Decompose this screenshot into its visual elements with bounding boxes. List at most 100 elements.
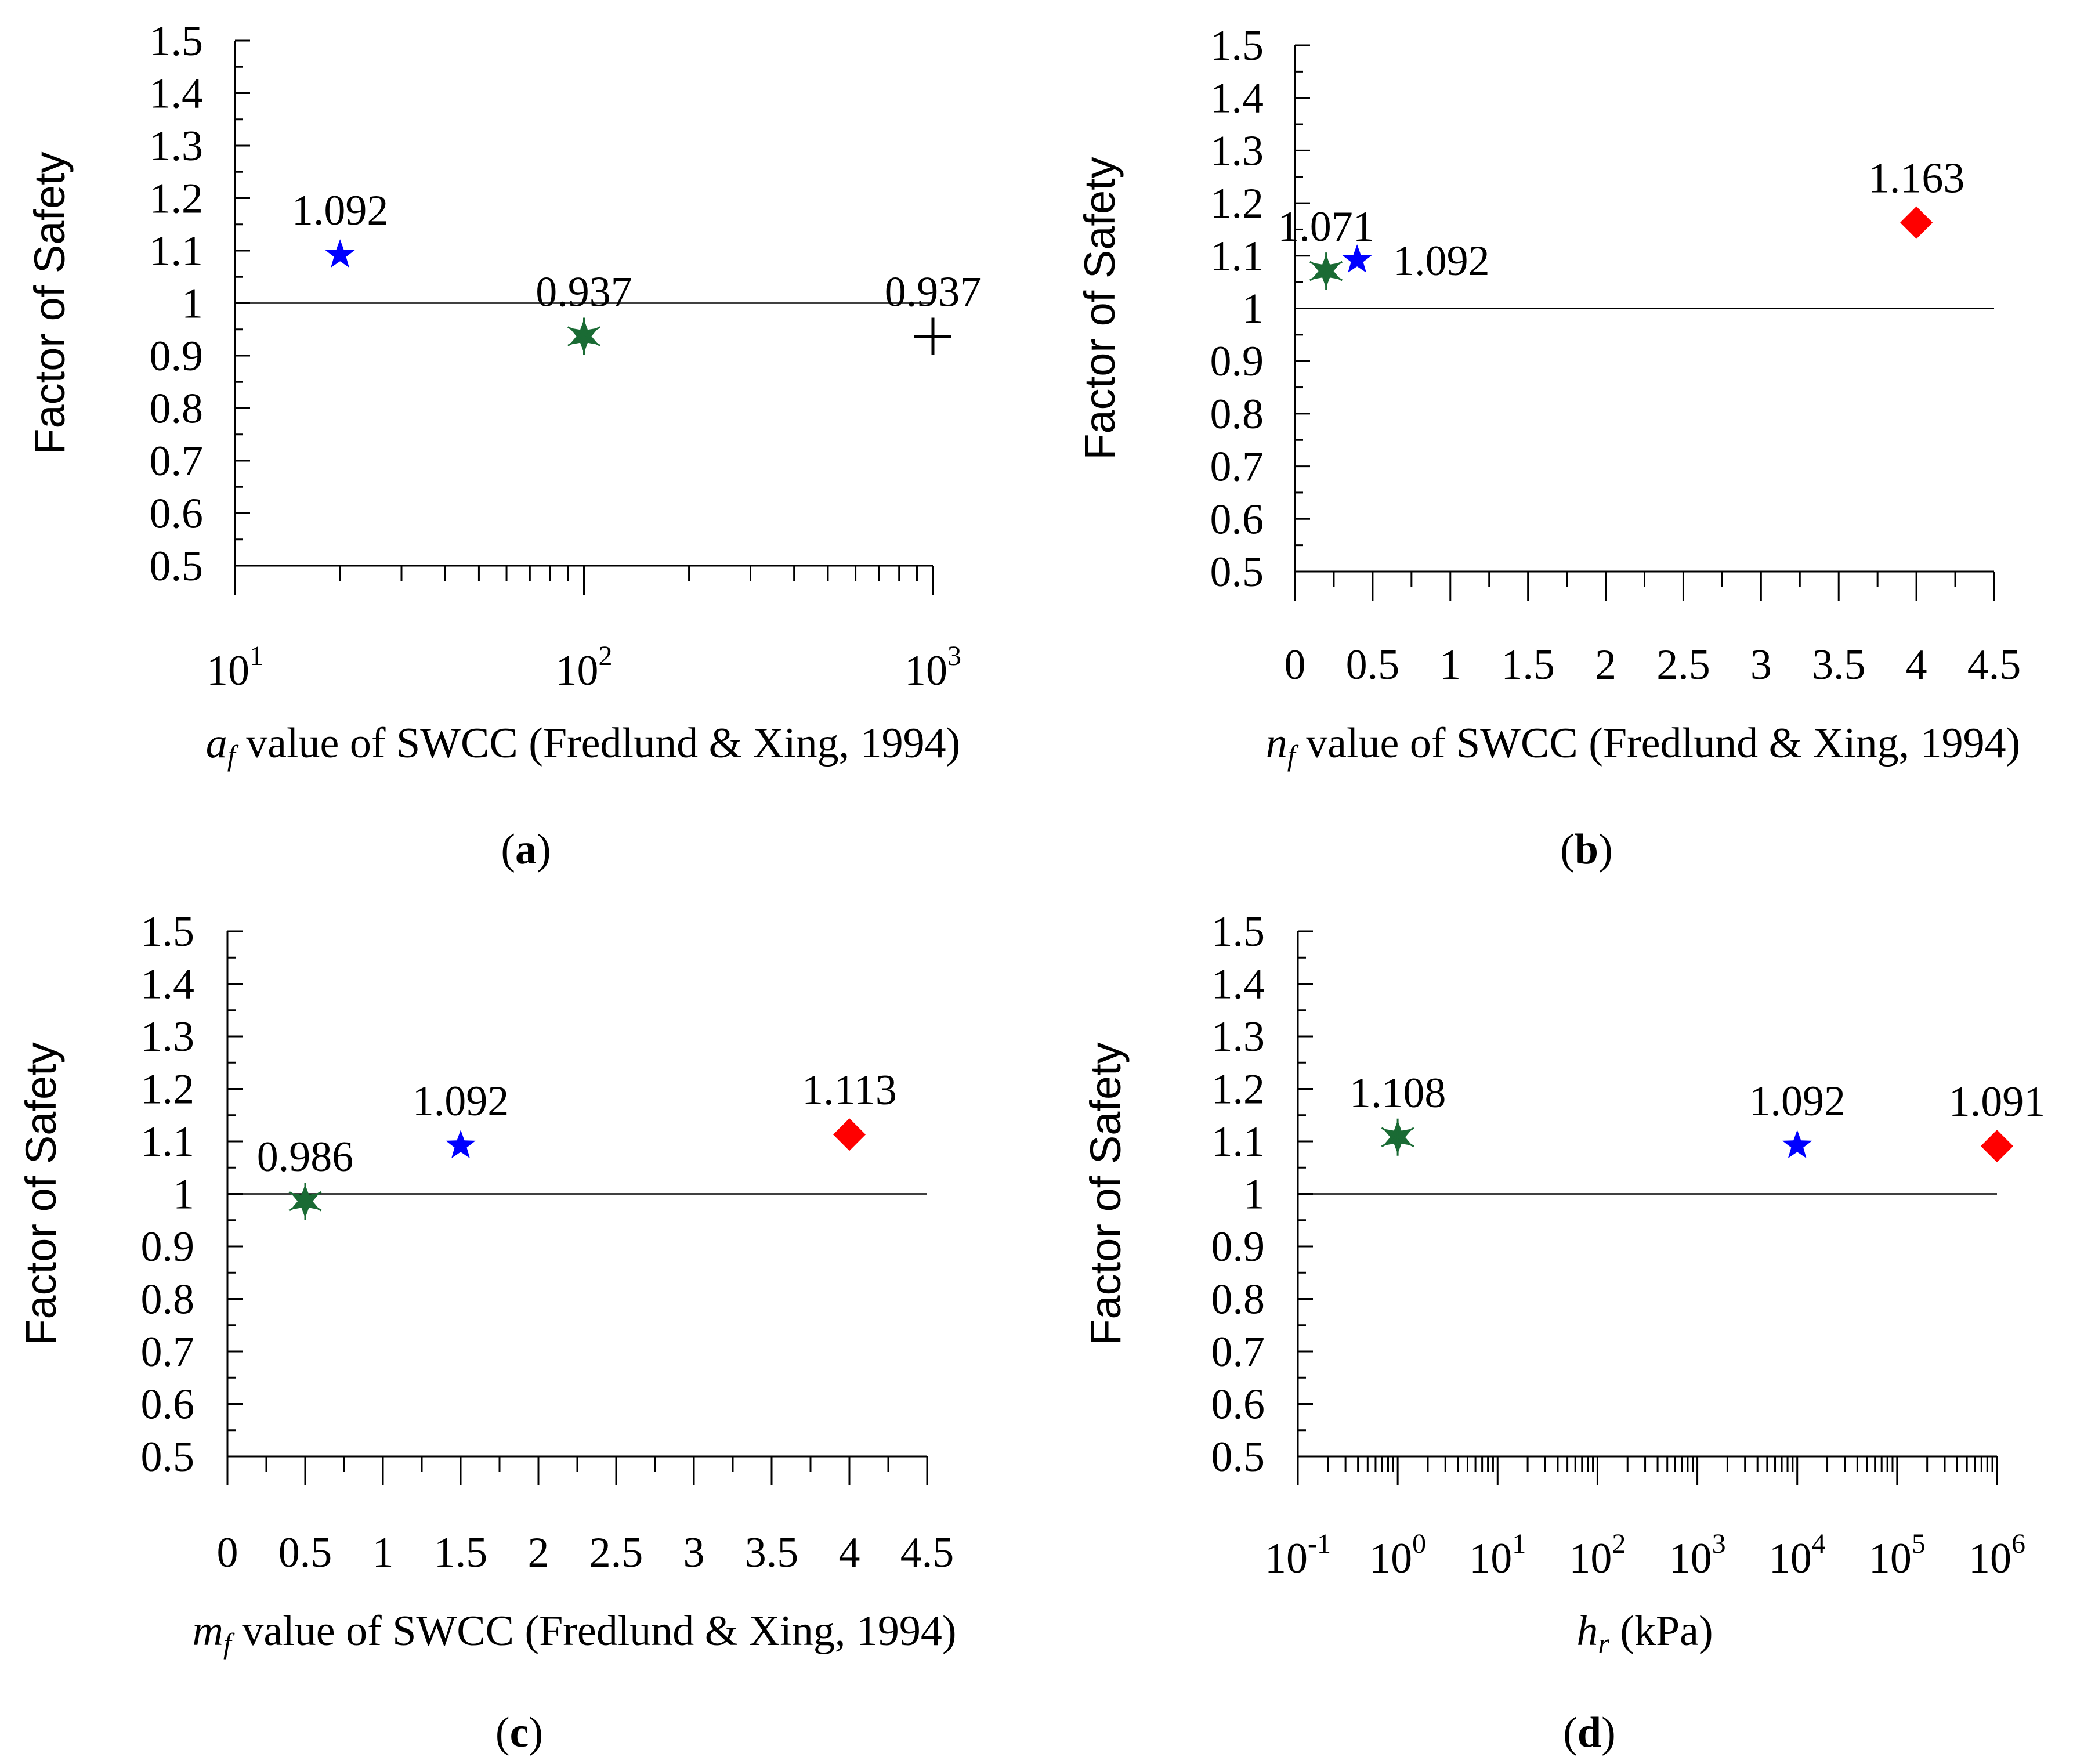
- panel-label-open: (: [501, 826, 515, 873]
- x-axis-title-subscript: r: [1598, 1627, 1609, 1660]
- panel-label-letter: b: [1575, 826, 1598, 873]
- y-tick-label: 1.2: [1211, 1066, 1265, 1114]
- y-tick-label: 1: [182, 280, 203, 328]
- x-axis-title-text: value of SWCC (Fredlund & Xing, 1994): [1296, 720, 2021, 767]
- y-tick-label: 1.1: [150, 227, 204, 275]
- y-axis-title: Factor of Safety: [26, 151, 74, 454]
- data-point-star: [1782, 1130, 1812, 1159]
- x-tick-label: 0.5: [278, 1529, 332, 1577]
- data-point-asterisk-spokes: [1381, 1118, 1414, 1156]
- y-tick-label: 1.4: [1210, 75, 1264, 122]
- data-point-plus: [914, 317, 951, 355]
- x-tick-label: 101: [207, 641, 263, 695]
- y-tick-label: 1.4: [1211, 961, 1265, 1008]
- data-point-asterisk: [1309, 252, 1343, 290]
- y-tick-label: 0.7: [150, 438, 204, 485]
- data-point-asterisk-spokes: [567, 317, 600, 355]
- y-tick-label: 0.6: [1210, 496, 1264, 543]
- x-tick-label: 103: [904, 641, 961, 695]
- data-label: 0.986: [257, 1133, 354, 1181]
- x-tick-base: 10: [1769, 1535, 1812, 1582]
- y-tick-label: 0.8: [150, 385, 204, 433]
- panel-label-letter: c: [510, 1709, 529, 1756]
- data-point-star: [446, 1130, 476, 1159]
- x-tick-label: 3.5: [1812, 641, 1866, 689]
- y-tick-label: 0.9: [150, 332, 204, 380]
- y-tick-label: 1.5: [1211, 908, 1265, 956]
- x-tick-base: 10: [1869, 1535, 1912, 1582]
- data-point-asterisk: [567, 317, 600, 355]
- data-point-star: [325, 239, 355, 268]
- panel-label: (b): [1560, 826, 1612, 873]
- x-tick-base: 10: [207, 647, 249, 695]
- y-tick-label: 0.9: [1211, 1223, 1265, 1271]
- y-tick-label: 1: [173, 1171, 194, 1219]
- data-point-star: [1342, 244, 1372, 273]
- y-tick-label: 1.1: [141, 1118, 195, 1166]
- y-tick-label: 1.3: [150, 122, 204, 170]
- y-tick-label: 1.1: [1211, 1118, 1265, 1166]
- data-point-asterisk-spoke: [288, 1191, 322, 1212]
- data-label: 1.092: [413, 1078, 509, 1125]
- x-tick-label: 106: [1969, 1528, 2025, 1582]
- data-label: 1.091: [1949, 1078, 2046, 1126]
- y-tick-label: 0.8: [1210, 391, 1264, 438]
- panel-label-close: ): [1601, 1709, 1616, 1756]
- x-tick-label: 102: [556, 641, 613, 695]
- panel-label-close: ): [529, 1709, 543, 1756]
- y-tick-label: 0.5: [141, 1433, 195, 1481]
- x-tick-exponent: 6: [2011, 1528, 2025, 1559]
- x-tick-exponent: 1: [1512, 1528, 1526, 1559]
- chart-panel-b: 0.5 0.6 0.7 0.8 0.9 1 1.1 1.2 1.3 1.4 1.5 0 0.5 1 1.5 2…: [1076, 22, 2021, 873]
- y-tick-label: 0.5: [1211, 1433, 1265, 1481]
- data-label: 0.937: [536, 269, 632, 316]
- data-point-asterisk: [1381, 1118, 1414, 1156]
- x-tick-label: 4: [839, 1529, 860, 1577]
- y-tick-label: 1.2: [1210, 180, 1264, 227]
- x-axis-title-variable: m: [192, 1607, 223, 1655]
- panel-label-open: (: [1560, 826, 1575, 873]
- y-tick-label: 1.4: [141, 961, 195, 1008]
- chart-panel-d: 0.50.60.70.80.911.11.21.31.41.510-1 100 10…: [1081, 908, 2045, 1756]
- x-tick-label: 4.5: [1967, 641, 2021, 689]
- y-tick-label: 0.7: [1210, 443, 1264, 491]
- y-tick-label: 0.7: [141, 1328, 195, 1376]
- data-point-asterisk-spokes: [1309, 252, 1343, 290]
- x-tick-base: 10: [1469, 1535, 1512, 1582]
- y-tick-label: 0.6: [150, 490, 204, 538]
- x-tick-label: 103: [1669, 1528, 1726, 1582]
- x-tick-label: 2: [528, 1529, 549, 1577]
- y-tick-label: 1.3: [1210, 127, 1264, 175]
- y-tick-label: 0.6: [141, 1381, 195, 1429]
- y-axis-title: Factor of Safety: [17, 1042, 65, 1345]
- x-tick-base: 10: [904, 647, 947, 695]
- y-tick-label: 1.5: [141, 908, 195, 956]
- x-tick-label: 0.5: [1346, 641, 1400, 689]
- data-point-asterisk-spoke: [567, 326, 600, 346]
- x-axis-title: mf value of SWCC (Fredlund & Xing, 1994): [192, 1607, 956, 1660]
- x-tick-label: 3.5: [745, 1529, 799, 1577]
- data-label: 1.108: [1349, 1069, 1446, 1117]
- data-point-asterisk-spokes: [288, 1183, 322, 1220]
- data-label: 1.092: [1749, 1078, 1846, 1125]
- x-tick-base: 10: [1969, 1535, 2011, 1582]
- x-tick-label: 0: [1285, 641, 1306, 689]
- x-axis-title-variable: a: [206, 720, 227, 767]
- y-tick-label: 1.4: [150, 70, 204, 118]
- panel-label-close: ): [1598, 826, 1613, 873]
- x-tick-exponent: 3: [947, 641, 961, 671]
- x-tick-exponent: 2: [599, 641, 613, 671]
- x-tick-base: 10: [1369, 1535, 1412, 1582]
- x-tick-label: 4: [1906, 641, 1927, 689]
- y-tick-label: 0.5: [1210, 548, 1264, 596]
- x-axis-title-text: value of SWCC (Fredlund & Xing, 1994): [231, 1607, 957, 1655]
- panel-label-close: ): [537, 826, 551, 873]
- data-label: 0.937: [885, 269, 982, 316]
- x-tick-exponent: 1: [249, 641, 263, 671]
- y-tick-label: 0.6: [1211, 1381, 1265, 1429]
- x-tick-label: 2.5: [589, 1529, 643, 1577]
- panel-label-open: (: [1563, 1709, 1578, 1756]
- x-tick-label: 101: [1469, 1528, 1526, 1582]
- data-point-asterisk-spoke: [1309, 261, 1343, 281]
